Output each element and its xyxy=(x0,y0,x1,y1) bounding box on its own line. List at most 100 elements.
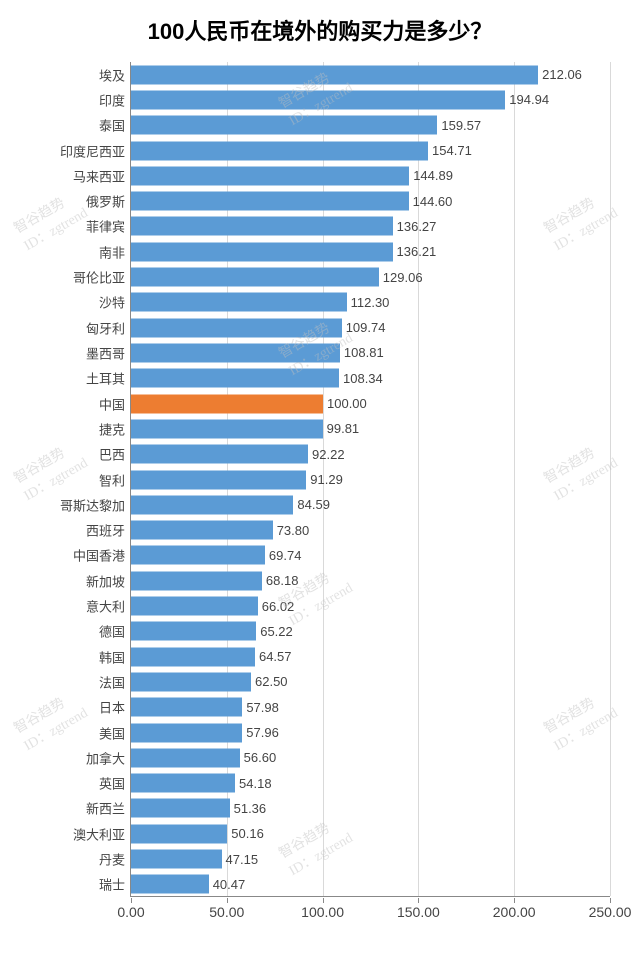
y-tick-label: 中国 xyxy=(99,394,125,413)
bar: 69.74 xyxy=(131,546,265,565)
y-tick-label: 印度尼西亚 xyxy=(60,141,125,160)
bar-value-label: 212.06 xyxy=(542,67,582,82)
bar: 144.89 xyxy=(131,166,409,185)
x-tick-label: 0.00 xyxy=(117,904,144,920)
bar-value-label: 100.00 xyxy=(327,396,367,411)
chart-container: 100人民币在境外的购买力是多少？ 0.0050.00100.00150.002… xyxy=(0,0,640,953)
x-tick xyxy=(610,898,611,903)
bar: 194.94 xyxy=(131,90,505,109)
bar-value-label: 68.18 xyxy=(266,573,299,588)
bar: 129.06 xyxy=(131,268,379,287)
y-tick-label: 巴西 xyxy=(99,445,125,464)
bar: 109.74 xyxy=(131,318,342,337)
x-tick-label: 50.00 xyxy=(209,904,244,920)
y-tick-label: 俄罗斯 xyxy=(86,192,125,211)
x-tick xyxy=(514,898,515,903)
x-tick xyxy=(323,898,324,903)
x-tick-label: 200.00 xyxy=(493,904,536,920)
bar-value-label: 108.81 xyxy=(344,345,384,360)
y-tick-label: 瑞士 xyxy=(99,875,125,894)
y-tick-label: 美国 xyxy=(99,723,125,742)
bar: 68.18 xyxy=(131,571,262,590)
y-tick-label: 法国 xyxy=(99,672,125,691)
bar: 56.60 xyxy=(131,748,240,767)
y-tick-label: 德国 xyxy=(99,622,125,641)
bar-value-label: 91.29 xyxy=(310,472,343,487)
bar: 92.22 xyxy=(131,445,308,464)
bar-value-label: 50.16 xyxy=(231,826,264,841)
bar-value-label: 112.30 xyxy=(351,295,390,310)
bar: 54.18 xyxy=(131,774,235,793)
bar: 84.59 xyxy=(131,495,293,514)
y-tick-label: 哥斯达黎加 xyxy=(60,495,125,514)
gridline xyxy=(610,62,611,896)
bar-value-label: 57.98 xyxy=(246,700,279,715)
bar-value-label: 62.50 xyxy=(255,674,288,689)
y-tick-label: 墨西哥 xyxy=(86,343,125,362)
bar-value-label: 159.57 xyxy=(441,118,481,133)
bar: 108.81 xyxy=(131,343,340,362)
bar-value-label: 144.60 xyxy=(413,194,453,209)
bar: 136.21 xyxy=(131,242,393,261)
y-tick-label: 丹麦 xyxy=(99,850,125,869)
y-tick-label: 意大利 xyxy=(86,597,125,616)
x-tick-label: 100.00 xyxy=(301,904,344,920)
bar-value-label: 154.71 xyxy=(432,143,472,158)
bar-value-label: 51.36 xyxy=(234,801,267,816)
bar-value-label: 92.22 xyxy=(312,447,345,462)
bar: 65.22 xyxy=(131,622,256,641)
y-tick-label: 马来西亚 xyxy=(73,166,125,185)
bar-value-label: 109.74 xyxy=(346,320,386,335)
y-tick-label: 澳大利亚 xyxy=(73,824,125,843)
y-tick-label: 泰国 xyxy=(99,116,125,135)
bar: 51.36 xyxy=(131,799,230,818)
chart-title: 100人民币在境外的购买力是多少？ xyxy=(0,14,640,46)
y-tick-label: 印度 xyxy=(99,90,125,109)
x-tick xyxy=(227,898,228,903)
bar-value-label: 56.60 xyxy=(244,750,277,765)
bar: 212.06 xyxy=(131,65,538,84)
bar: 62.50 xyxy=(131,672,251,691)
x-tick xyxy=(418,898,419,903)
bar: 57.98 xyxy=(131,698,242,717)
bar: 64.57 xyxy=(131,647,255,666)
bar: 136.27 xyxy=(131,217,393,236)
bar: 40.47 xyxy=(131,875,209,894)
bar: 144.60 xyxy=(131,192,409,211)
bar-value-label: 69.74 xyxy=(269,548,302,563)
bar-value-label: 54.18 xyxy=(239,776,272,791)
y-tick-label: 韩国 xyxy=(99,647,125,666)
y-tick-label: 埃及 xyxy=(99,65,125,84)
y-tick-label: 捷克 xyxy=(99,419,125,438)
gridline xyxy=(418,62,419,896)
x-tick-label: 250.00 xyxy=(589,904,632,920)
y-tick-label: 南非 xyxy=(99,242,125,261)
bar-value-label: 66.02 xyxy=(262,599,295,614)
gridline xyxy=(514,62,515,896)
bar-value-label: 108.34 xyxy=(343,371,383,386)
bar: 73.80 xyxy=(131,521,273,540)
bar: 100.00 xyxy=(131,394,323,413)
bar: 91.29 xyxy=(131,470,306,489)
y-tick-label: 沙特 xyxy=(99,293,125,312)
bar: 154.71 xyxy=(131,141,428,160)
y-tick-label: 哥伦比亚 xyxy=(73,268,125,287)
y-tick-label: 新加坡 xyxy=(86,571,125,590)
bar-value-label: 47.15 xyxy=(226,852,259,867)
bar-value-label: 136.27 xyxy=(397,219,437,234)
y-tick-label: 智利 xyxy=(99,470,125,489)
x-tick xyxy=(131,898,132,903)
bar: 159.57 xyxy=(131,116,437,135)
y-tick-label: 西班牙 xyxy=(86,521,125,540)
bar: 112.30 xyxy=(131,293,347,312)
bar-value-label: 99.81 xyxy=(327,421,360,436)
y-tick-label: 英国 xyxy=(99,774,125,793)
bar-value-label: 65.22 xyxy=(260,624,293,639)
plot-area: 0.0050.00100.00150.00200.00250.00埃及212.0… xyxy=(130,62,610,897)
bar-value-label: 144.89 xyxy=(413,168,453,183)
bar-value-label: 64.57 xyxy=(259,649,292,664)
bar: 50.16 xyxy=(131,824,227,843)
bar-value-label: 129.06 xyxy=(383,270,423,285)
bar: 99.81 xyxy=(131,419,323,438)
bar-value-label: 136.21 xyxy=(397,244,437,259)
